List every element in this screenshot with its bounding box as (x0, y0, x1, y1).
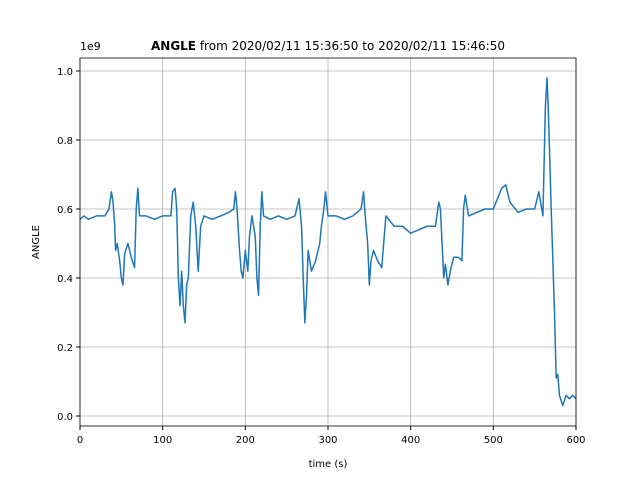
y-tick-label: 0.0 (57, 412, 73, 423)
plot-frame (79, 57, 577, 427)
x-tick-label: 100 (153, 435, 172, 446)
y-tick-label: 0.4 (57, 274, 73, 285)
y-tick-label: 0.6 (57, 205, 73, 216)
x-tick-label: 300 (318, 435, 337, 446)
y-offset-label: 1e9 (80, 40, 101, 53)
x-tick-label: 200 (236, 435, 255, 446)
x-tick-label: 500 (484, 435, 503, 446)
y-tick-label: 0.2 (57, 343, 73, 354)
chart-title: ANGLE from 2020/02/11 15:36:50 to 2020/0… (151, 39, 505, 53)
x-tick-label: 600 (566, 435, 585, 446)
x-tick-label: 400 (401, 435, 420, 446)
y-axis-label: ANGLE (31, 225, 42, 259)
y-tick-label: 0.8 (57, 136, 73, 147)
title-bold: ANGLE (151, 39, 196, 53)
x-tick-label: 0 (77, 435, 83, 446)
title-text: from 2020/02/11 15:36:50 to 2020/02/11 1… (196, 39, 505, 53)
y-tick-label: 1.0 (57, 67, 73, 78)
x-axis-label: time (s) (309, 459, 348, 470)
data-line (79, 77, 577, 407)
